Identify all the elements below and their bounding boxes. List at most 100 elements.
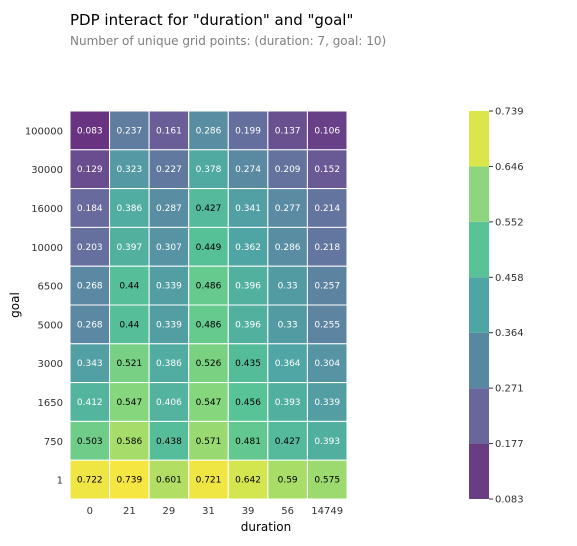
y-tick-label: 1650 <box>38 398 63 409</box>
x-tick-label: 0 <box>87 506 93 517</box>
cell-value-label: 0.227 <box>156 165 182 175</box>
cell-value-label: 0.412 <box>77 398 103 408</box>
heatmap-cell <box>69 110 111 151</box>
heatmap-cell <box>227 226 269 267</box>
cell-value-label: 0.214 <box>314 204 340 214</box>
y-axis-label: goal <box>8 292 22 318</box>
heatmap-cell <box>148 304 190 345</box>
cell-value-label: 0.257 <box>314 282 340 292</box>
cell-value-label: 0.152 <box>314 165 340 175</box>
heatmap-cell <box>188 188 229 228</box>
heatmap-cell <box>227 382 269 422</box>
heatmap-cell <box>69 420 111 461</box>
cell-value-label: 0.386 <box>116 204 142 214</box>
cell-value-label: 0.287 <box>156 204 182 214</box>
cell-value-label: 0.435 <box>235 359 261 369</box>
heatmap-cell <box>69 226 111 267</box>
colorbar-tick-label: 0.083 <box>495 495 524 506</box>
colorbar-band <box>469 332 489 389</box>
y-tick-label: 10000 <box>31 243 63 254</box>
heatmap-cell <box>109 343 150 384</box>
cell-value-label: 0.586 <box>116 437 142 447</box>
cell-value-label: 0.33 <box>278 282 298 292</box>
cell-value-label: 0.33 <box>278 320 298 330</box>
cell-value-label: 0.339 <box>314 398 340 408</box>
heatmap-cell <box>306 304 348 345</box>
cell-value-label: 0.393 <box>275 398 301 408</box>
x-tick-label: 56 <box>281 506 294 517</box>
colorbar <box>469 111 489 499</box>
cell-value-label: 0.406 <box>156 398 182 408</box>
cell-value-label: 0.722 <box>77 476 103 486</box>
x-tick-label: 31 <box>202 506 215 517</box>
cell-value-label: 0.397 <box>116 243 142 253</box>
heatmap-cell <box>227 188 269 228</box>
cell-value-label: 0.304 <box>314 359 340 369</box>
cell-value-label: 0.481 <box>235 437 261 447</box>
cell-value-label: 0.286 <box>275 243 301 253</box>
colorbar-tick-label: 0.271 <box>495 384 524 395</box>
y-tick-label: 16000 <box>31 204 63 215</box>
cell-value-label: 0.438 <box>156 437 182 447</box>
cell-value-label: 0.339 <box>156 282 182 292</box>
heatmap-cell <box>148 459 190 500</box>
colorbar-tick-label: 0.177 <box>495 439 524 450</box>
cell-value-label: 0.456 <box>235 398 261 408</box>
x-tick-label: 39 <box>242 506 255 517</box>
cell-value-label: 0.427 <box>275 437 301 447</box>
heatmap-cell <box>109 149 150 190</box>
colorbar-tick-label: 0.364 <box>495 328 524 339</box>
cell-value-label: 0.44 <box>119 320 139 330</box>
cell-value-label: 0.396 <box>235 320 261 330</box>
heatmap-cell <box>69 265 111 306</box>
cell-value-label: 0.286 <box>196 126 222 136</box>
heatmap-cell <box>188 304 229 345</box>
cell-value-label: 0.268 <box>77 320 103 330</box>
cell-value-label: 0.209 <box>275 165 301 175</box>
heatmap-cell <box>148 420 190 461</box>
cell-value-label: 0.106 <box>314 126 340 136</box>
cell-value-label: 0.547 <box>116 398 142 408</box>
y-tick-label: 100000 <box>25 126 63 137</box>
heatmap-cell <box>306 188 348 228</box>
heatmap-cell <box>227 304 269 345</box>
cell-value-label: 0.277 <box>275 204 301 214</box>
cell-value-label: 0.199 <box>235 126 261 136</box>
y-tick-label: 5000 <box>38 320 63 331</box>
chart-title: PDP interact for "duration" and "goal" <box>70 11 354 29</box>
heatmap-cell <box>227 149 269 190</box>
cell-value-label: 0.393 <box>314 437 340 447</box>
cell-value-label: 0.449 <box>196 243 222 253</box>
cell-value-label: 0.44 <box>119 282 139 292</box>
colorbar-tick-label: 0.739 <box>495 107 524 118</box>
cell-value-label: 0.486 <box>196 320 222 330</box>
cell-value-label: 0.364 <box>275 359 301 369</box>
heatmap-cell <box>267 265 308 306</box>
heatmap-cell <box>227 420 269 461</box>
heatmap-cell <box>267 188 308 228</box>
colorbar-band <box>469 111 489 167</box>
heatmap-cell <box>267 343 308 384</box>
x-axis-label: duration <box>241 520 292 534</box>
x-axis-ticks: 0 21 29 31 39 56 14749 <box>87 506 344 517</box>
cell-value-label: 0.642 <box>235 476 261 486</box>
y-tick-label: 30000 <box>31 165 63 176</box>
cell-value-label: 0.268 <box>77 282 103 292</box>
heatmap-cell <box>69 343 111 384</box>
cell-value-label: 0.255 <box>314 320 340 330</box>
heatmap-cell <box>188 110 229 151</box>
cell-value-label: 0.218 <box>314 243 340 253</box>
heatmap-cell <box>148 110 190 151</box>
x-tick-label: 21 <box>123 506 136 517</box>
cell-value-label: 0.339 <box>156 320 182 330</box>
heatmap-cell <box>306 226 348 267</box>
x-tick-label: 29 <box>163 506 176 517</box>
heatmap-cell <box>306 420 348 461</box>
heatmap-cell-labels: 0.083 0.237 0.161 0.286 0.199 0.137 0.106 0.129… <box>77 126 340 485</box>
heatmap-cell <box>148 226 190 267</box>
cell-value-label: 0.362 <box>235 243 261 253</box>
cell-value-label: 0.59 <box>278 476 298 486</box>
heatmap-cell <box>188 459 229 500</box>
y-tick-label: 6500 <box>38 282 63 293</box>
